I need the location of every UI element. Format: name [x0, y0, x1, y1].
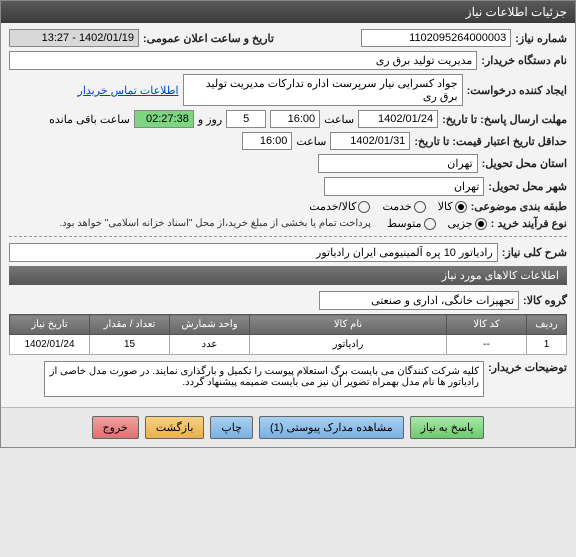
city-field: تهران	[324, 177, 484, 196]
deadline-date-field: 1402/01/24	[358, 110, 438, 128]
group-label: گروه کالا:	[523, 294, 567, 307]
respond-button[interactable]: پاسخ به نیاز	[410, 416, 485, 439]
buyer-notes-label: توضیحات خریدار:	[488, 361, 567, 374]
row-city: شهر محل تحویل: تهران	[9, 177, 567, 196]
main-content: شماره نیاز: 1102095264000003 تاریخ و ساع…	[1, 23, 575, 407]
remaining-label: ساعت باقی مانده	[49, 113, 130, 126]
time-label-1: ساعت	[324, 113, 354, 126]
row-process: نوع فرآیند خرید : جزیی متوسط پرداخت تمام…	[9, 217, 567, 230]
row-buyer: نام دستگاه خریدار: مدیریت تولید برق ری	[9, 51, 567, 70]
buyer-field: مدیریت تولید برق ری	[9, 51, 477, 70]
cell-unit: عدد	[170, 335, 250, 355]
row-group: گروه کالا: تجهیزات خانگی، اداری و صنعتی	[9, 291, 567, 310]
cell-name: رادیاتور	[250, 335, 447, 355]
buyer-label: نام دستگاه خریدار:	[481, 54, 567, 67]
back-button[interactable]: بازگشت	[145, 416, 205, 439]
attachments-button[interactable]: مشاهده مدارک پیوستی (1)	[259, 416, 404, 439]
table-header-row: ردیف کد کالا نام کالا واحد شمارش تعداد /…	[10, 315, 567, 335]
radio-kala[interactable]: کالا	[438, 200, 467, 213]
table-row[interactable]: 1 -- رادیاتور عدد 15 1402/01/24	[10, 335, 567, 355]
city-label: شهر محل تحویل:	[488, 180, 567, 193]
radio-motavaset[interactable]: متوسط	[387, 217, 436, 230]
radio-kala-icon	[455, 201, 467, 213]
radio-kala-khidmat[interactable]: کالا/خدمت	[309, 200, 370, 213]
col-date: تاریخ نیاز	[10, 315, 90, 335]
creator-field: جواد کسرایی نیار سرپرست اداره تدارکات مد…	[183, 74, 463, 106]
time-label-2: ساعت	[296, 135, 326, 148]
desc-field: رادیاتور 10 پره آلمینیومی ایران رادیاتور	[9, 243, 498, 262]
radio-jozi[interactable]: جزیی	[448, 217, 487, 230]
cell-num: 1	[527, 335, 567, 355]
days-field: 5	[226, 110, 266, 128]
radio-khidmat[interactable]: خدمت	[382, 200, 425, 213]
window-title: جزئیات اطلاعات نیاز	[466, 5, 567, 19]
row-location: استان محل تحویل: تهران	[9, 154, 567, 173]
radio-jozi-label: جزیی	[448, 217, 473, 230]
col-code: کد کالا	[447, 315, 527, 335]
items-table: ردیف کد کالا نام کالا واحد شمارش تعداد /…	[9, 314, 567, 355]
cell-code: --	[447, 335, 527, 355]
details-window: جزئیات اطلاعات نیاز شماره نیاز: 11020952…	[0, 0, 576, 448]
process-radio-group: جزیی متوسط	[387, 217, 487, 230]
radio-motavaset-icon	[424, 218, 436, 230]
row-desc: شرح کلی نیاز: رادیاتور 10 پره آلمینیومی …	[9, 243, 567, 262]
deadline-time-field: 16:00	[270, 110, 320, 128]
col-unit: واحد شمارش	[170, 315, 250, 335]
desc-label: شرح کلی نیاز:	[502, 246, 567, 259]
row-validity: حداقل تاریخ اعتبار قیمت: تا تاریخ: 1402/…	[9, 132, 567, 150]
items-section-header: اطلاعات کالاهای مورد نیاز	[9, 266, 567, 285]
request-no-label: شماره نیاز:	[515, 32, 567, 45]
category-label: طبقه بندی موضوعی:	[471, 200, 567, 213]
request-no-field: 1102095264000003	[361, 29, 511, 47]
days-label: روز و	[198, 113, 222, 126]
category-radio-group: کالا خدمت کالا/خدمت	[309, 200, 466, 213]
radio-kala-label: کالا	[438, 200, 453, 213]
radio-motavaset-label: متوسط	[387, 217, 422, 230]
announce-field: 1402/01/19 - 13:27	[9, 29, 139, 47]
row-buyer-notes: توضیحات خریدار: کلیه شرکت کنندگان می بای…	[9, 361, 567, 397]
row-request-no: شماره نیاز: 1102095264000003 تاریخ و ساع…	[9, 29, 567, 47]
contact-link[interactable]: اطلاعات تماس خریدار	[78, 84, 179, 97]
row-creator: ایجاد کننده درخواست: جواد کسرایی نیار سر…	[9, 74, 567, 106]
cell-qty: 15	[90, 335, 170, 355]
payment-note: پرداخت تمام یا بخشی از مبلغ خرید،از محل …	[59, 218, 371, 229]
validity-label: حداقل تاریخ اعتبار قیمت: تا تاریخ:	[414, 135, 567, 148]
print-button[interactable]: چاپ	[210, 416, 253, 439]
location-field: تهران	[318, 154, 478, 173]
row-category: طبقه بندی موضوعی: کالا خدمت کالا/خدمت	[9, 200, 567, 213]
footer-buttons: پاسخ به نیاز مشاهده مدارک پیوستی (1) چاپ…	[1, 407, 575, 447]
radio-kala-khidmat-icon	[358, 201, 370, 213]
validity-time-field: 16:00	[242, 132, 292, 150]
window-titlebar: جزئیات اطلاعات نیاز	[1, 1, 575, 23]
process-label: نوع فرآیند خرید :	[491, 217, 567, 230]
deadline-label: مهلت ارسال پاسخ: تا تاریخ:	[442, 113, 567, 126]
location-label: استان محل تحویل:	[482, 157, 567, 170]
col-name: نام کالا	[250, 315, 447, 335]
buyer-notes-field: کلیه شرکت کنندگان می بایست برگ استعلام پ…	[44, 361, 484, 397]
validity-date-field: 1402/01/31	[330, 132, 410, 150]
divider-1	[9, 236, 567, 237]
col-row: ردیف	[527, 315, 567, 335]
radio-khidmat-label: خدمت	[382, 200, 411, 213]
radio-khidmat-icon	[414, 201, 426, 213]
radio-kala-khidmat-label: کالا/خدمت	[309, 200, 356, 213]
announce-label: تاریخ و ساعت اعلان عمومی:	[143, 32, 274, 45]
col-qty: تعداد / مقدار	[90, 315, 170, 335]
countdown-field: 02:27:38	[134, 110, 194, 128]
cell-date: 1402/01/24	[10, 335, 90, 355]
row-deadline: مهلت ارسال پاسخ: تا تاریخ: 1402/01/24 سا…	[9, 110, 567, 128]
radio-jozi-icon	[475, 218, 487, 230]
creator-label: ایجاد کننده درخواست:	[467, 84, 567, 97]
group-field: تجهیزات خانگی، اداری و صنعتی	[319, 291, 519, 310]
exit-button[interactable]: خروج	[92, 416, 139, 439]
